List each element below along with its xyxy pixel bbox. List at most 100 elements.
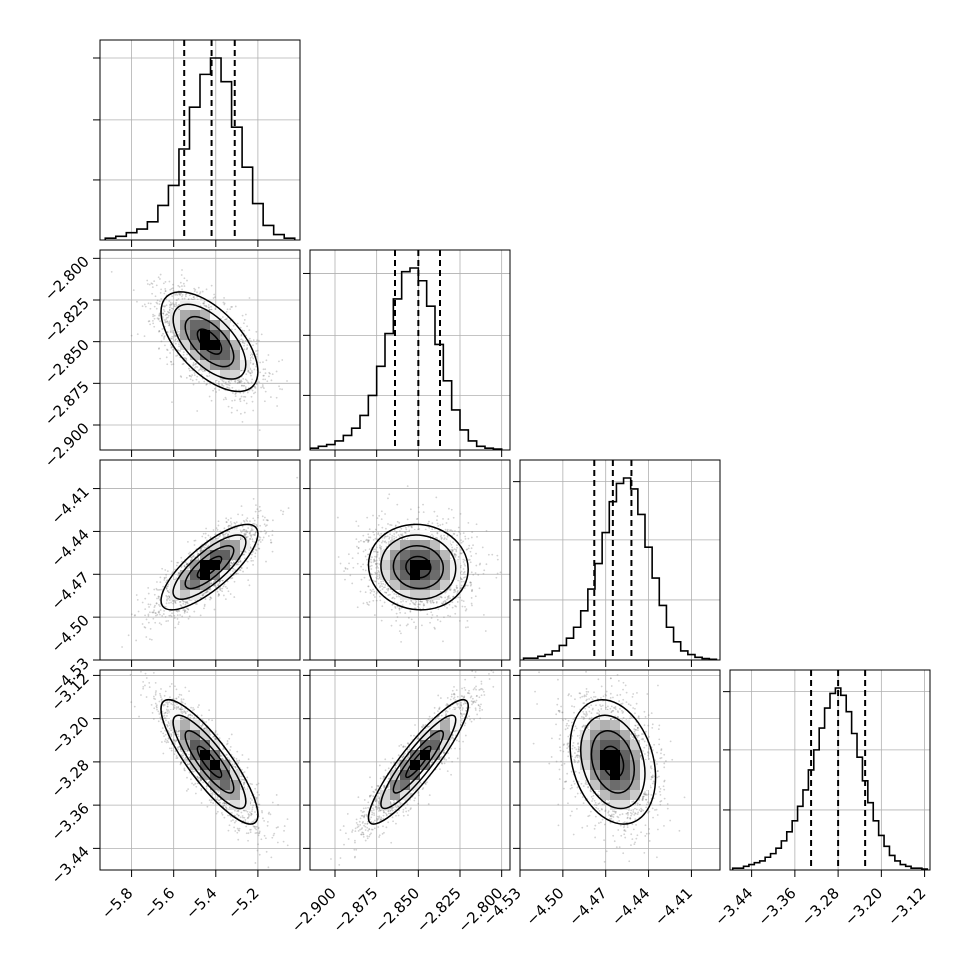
- scatter-point: [185, 358, 187, 361]
- scatter-point: [225, 381, 227, 384]
- scatter-point: [344, 578, 346, 581]
- scatter-point: [188, 294, 191, 297]
- scatter-point: [170, 346, 173, 349]
- scatter-point: [166, 570, 169, 573]
- scatter-point: [183, 357, 186, 360]
- scatter-point: [217, 593, 220, 596]
- scatter-point: [147, 613, 150, 616]
- scatter-point: [259, 541, 262, 543]
- scatter-point: [272, 519, 274, 522]
- scatter-point: [161, 567, 164, 570]
- scatter-point: [218, 389, 221, 391]
- scatter-point: [264, 390, 267, 393]
- scatter-point: [205, 543, 208, 546]
- scatter-point: [159, 588, 162, 591]
- scatter-point: [252, 344, 254, 347]
- scatter-point: [158, 330, 161, 333]
- scatter-point: [179, 375, 182, 378]
- scatter-point: [164, 288, 167, 290]
- histogram-1: [310, 267, 503, 450]
- scatter-point: [251, 538, 254, 541]
- scatter-point: [206, 590, 209, 592]
- scatter-point: [168, 324, 171, 327]
- scatter-point: [259, 536, 262, 539]
- scatter-point: [164, 569, 167, 571]
- scatter-point: [173, 334, 176, 337]
- scatter-point: [230, 379, 233, 382]
- scatter-point: [227, 518, 230, 521]
- scatter-point: [171, 401, 173, 404]
- scatter-point: [266, 380, 269, 383]
- scatter-point: [250, 534, 253, 537]
- scatter-point: [256, 382, 258, 385]
- scatter-point: [186, 600, 189, 603]
- scatter-point: [181, 295, 183, 298]
- scatter-point: [171, 302, 174, 305]
- scatter-point: [286, 380, 288, 382]
- scatter-point: [170, 307, 173, 310]
- scatter-point: [188, 367, 190, 370]
- scatter-point: [171, 287, 174, 290]
- scatter-point: [251, 371, 254, 374]
- scatter-point: [176, 614, 179, 617]
- scatter-point: [174, 602, 177, 605]
- scatter-point: [238, 381, 241, 384]
- scatter-point: [147, 302, 150, 305]
- scatter-point: [362, 540, 365, 543]
- scatter-point: [163, 292, 166, 295]
- scatter-point: [227, 534, 229, 537]
- scatter-point: [183, 285, 186, 287]
- scatter-point: [198, 292, 201, 295]
- scatter-point: [252, 392, 255, 395]
- scatter-point: [165, 620, 168, 623]
- scatter-point: [233, 527, 236, 530]
- scatter-point: [162, 332, 164, 335]
- scatter-point: [378, 595, 381, 598]
- scatter-point: [199, 291, 202, 293]
- scatter-point: [181, 615, 184, 618]
- scatter-point: [256, 349, 259, 352]
- density-layer: [110, 269, 288, 432]
- contour-level-0: [196, 555, 223, 579]
- scatter-point: [146, 279, 149, 282]
- density-cell: [210, 570, 220, 580]
- scatter-point: [377, 524, 380, 526]
- scatter-point: [163, 305, 166, 308]
- scatter-point: [460, 539, 462, 542]
- scatter-point: [141, 305, 144, 308]
- scatter-point: [249, 531, 252, 534]
- scatter-point: [217, 524, 220, 527]
- scatter-point: [191, 374, 194, 377]
- scatter-point: [276, 405, 279, 407]
- scatter-point: [243, 553, 246, 556]
- scatter-point: [202, 370, 204, 373]
- scatter-point: [250, 374, 252, 377]
- scatter-point: [240, 566, 243, 569]
- scatter-point: [156, 317, 159, 320]
- scatter-point: [265, 359, 268, 362]
- scatter-point: [250, 370, 253, 372]
- scatter-point: [168, 306, 171, 309]
- scatter-point: [240, 334, 243, 337]
- scatter-point: [166, 585, 169, 588]
- scatter-point: [163, 609, 165, 612]
- scatter-point: [262, 378, 265, 381]
- scatter-point: [239, 380, 241, 383]
- scatter-point: [225, 517, 228, 520]
- scatter-point: [195, 378, 198, 381]
- scatter-point: [244, 550, 246, 553]
- scatter-point: [158, 348, 160, 350]
- scatter-point: [229, 521, 232, 523]
- scatter-point: [237, 380, 240, 382]
- y-tick-label: −2.900: [41, 419, 93, 471]
- scatter-point: [252, 522, 255, 525]
- scatter-point: [278, 385, 280, 388]
- scatter-point: [164, 280, 167, 283]
- scatter-point: [157, 597, 160, 599]
- scatter-point: [230, 561, 233, 564]
- scatter-point: [451, 550, 454, 552]
- scatter-point: [171, 331, 174, 334]
- scatter-point: [161, 328, 164, 330]
- scatter-point: [242, 339, 244, 342]
- scatter-point: [165, 594, 168, 597]
